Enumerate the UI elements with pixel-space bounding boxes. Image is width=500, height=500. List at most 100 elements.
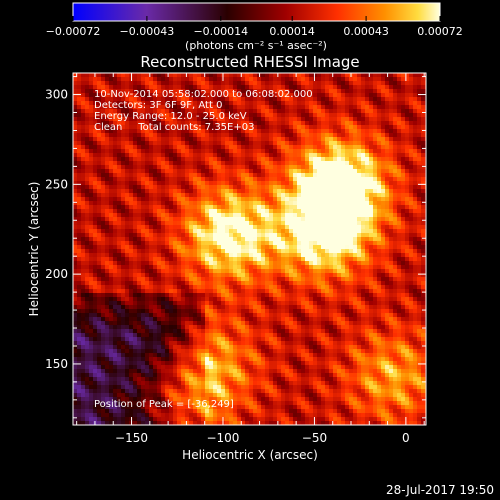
heatmap-cell: [265, 117, 269, 121]
heatmap-cell: [209, 109, 213, 113]
heatmap-cell: [93, 285, 97, 289]
heatmap-cell: [213, 229, 217, 233]
heatmap-cell: [285, 153, 289, 157]
heatmap-cell: [369, 273, 373, 277]
heatmap-cell: [97, 113, 101, 117]
heatmap-cell: [105, 209, 109, 213]
heatmap-cell: [201, 225, 205, 229]
heatmap-cell: [77, 229, 81, 233]
heatmap-cell: [217, 257, 221, 261]
heatmap-cell: [273, 209, 277, 213]
heatmap-cell: [161, 77, 165, 81]
heatmap-cell: [321, 241, 325, 245]
heatmap-cell: [121, 185, 125, 189]
heatmap-cell: [289, 209, 293, 213]
heatmap-cell: [277, 217, 281, 221]
heatmap-cell: [245, 93, 249, 97]
heatmap-cell: [277, 289, 281, 293]
heatmap-cell: [185, 129, 189, 133]
heatmap-cell: [241, 233, 245, 237]
heatmap-cell: [225, 281, 229, 285]
heatmap-cell: [389, 169, 393, 173]
heatmap-cell: [245, 177, 249, 181]
heatmap-cell: [357, 169, 361, 173]
heatmap-cell: [353, 161, 357, 165]
heatmap-cell: [97, 117, 101, 121]
heatmap-cell: [81, 245, 85, 249]
heatmap-cell: [281, 93, 285, 97]
heatmap-cell: [193, 221, 197, 225]
heatmap-cell: [413, 137, 417, 141]
heatmap-cell: [185, 81, 189, 85]
heatmap-cell: [273, 193, 277, 197]
heatmap-cell: [373, 153, 377, 157]
heatmap-cell: [321, 233, 325, 237]
heatmap-cell: [377, 129, 381, 133]
heatmap-cell: [221, 173, 225, 177]
heatmap-cell: [237, 269, 241, 273]
heatmap-cell: [297, 233, 301, 237]
heatmap-cell: [189, 169, 193, 173]
heatmap-cell: [73, 117, 77, 121]
heatmap-cell: [365, 245, 369, 249]
heatmap-cell: [209, 89, 213, 93]
heatmap-cell: [305, 121, 309, 125]
heatmap-cell: [181, 157, 185, 161]
heatmap-cell: [129, 253, 133, 257]
heatmap-cell: [345, 273, 349, 277]
heatmap-cell: [113, 205, 117, 209]
heatmap-cell: [349, 125, 353, 129]
heatmap-cell: [397, 265, 401, 269]
heatmap-cell: [177, 213, 181, 217]
heatmap-cell: [229, 129, 233, 133]
heatmap-cell: [137, 121, 141, 125]
heatmap-cell: [305, 141, 309, 145]
heatmap-cell: [421, 217, 425, 221]
heatmap-cell: [185, 249, 189, 253]
heatmap-cell: [273, 253, 277, 257]
heatmap-cell: [153, 241, 157, 245]
heatmap-cell: [417, 217, 421, 221]
heatmap-cell: [205, 117, 209, 121]
heatmap-cell: [373, 117, 377, 121]
heatmap-cell: [233, 129, 237, 133]
heatmap-cell: [81, 125, 85, 129]
heatmap-cell: [141, 165, 145, 169]
heatmap-cell: [173, 277, 177, 281]
heatmap-cell: [237, 101, 241, 105]
heatmap-cell: [149, 73, 153, 77]
heatmap-cell: [285, 137, 289, 141]
heatmap-cell: [229, 153, 233, 157]
heatmap-cell: [409, 201, 413, 205]
heatmap-cell: [221, 253, 225, 257]
heatmap-cell: [237, 281, 241, 285]
heatmap-cell: [193, 109, 197, 113]
heatmap-cell: [285, 77, 289, 81]
heatmap-cell: [225, 209, 229, 213]
heatmap-cell: [85, 293, 89, 297]
heatmap-cell: [345, 213, 349, 217]
heatmap-cell: [409, 125, 413, 129]
heatmap-cell: [233, 197, 237, 201]
heatmap-cell: [197, 193, 201, 197]
heatmap-cell: [229, 173, 233, 177]
heatmap-cell: [341, 153, 345, 157]
heatmap-cell: [177, 221, 181, 225]
heatmap-cell: [417, 101, 421, 105]
heatmap-cell: [197, 173, 201, 177]
heatmap-cell: [281, 181, 285, 185]
heatmap-cell: [333, 105, 337, 109]
heatmap-cell: [73, 289, 77, 293]
heatmap-cell: [113, 133, 117, 137]
heatmap-cell: [369, 293, 373, 297]
heatmap-cell: [361, 189, 365, 193]
heatmap-cell: [185, 225, 189, 229]
heatmap-cell: [269, 157, 273, 161]
heatmap-cell: [353, 149, 357, 153]
heatmap-cell: [165, 161, 169, 165]
heatmap-cell: [137, 149, 141, 153]
heatmap-cell: [369, 245, 373, 249]
heatmap-cell: [237, 89, 241, 93]
heatmap-cell: [281, 185, 285, 189]
heatmap-cell: [281, 249, 285, 253]
